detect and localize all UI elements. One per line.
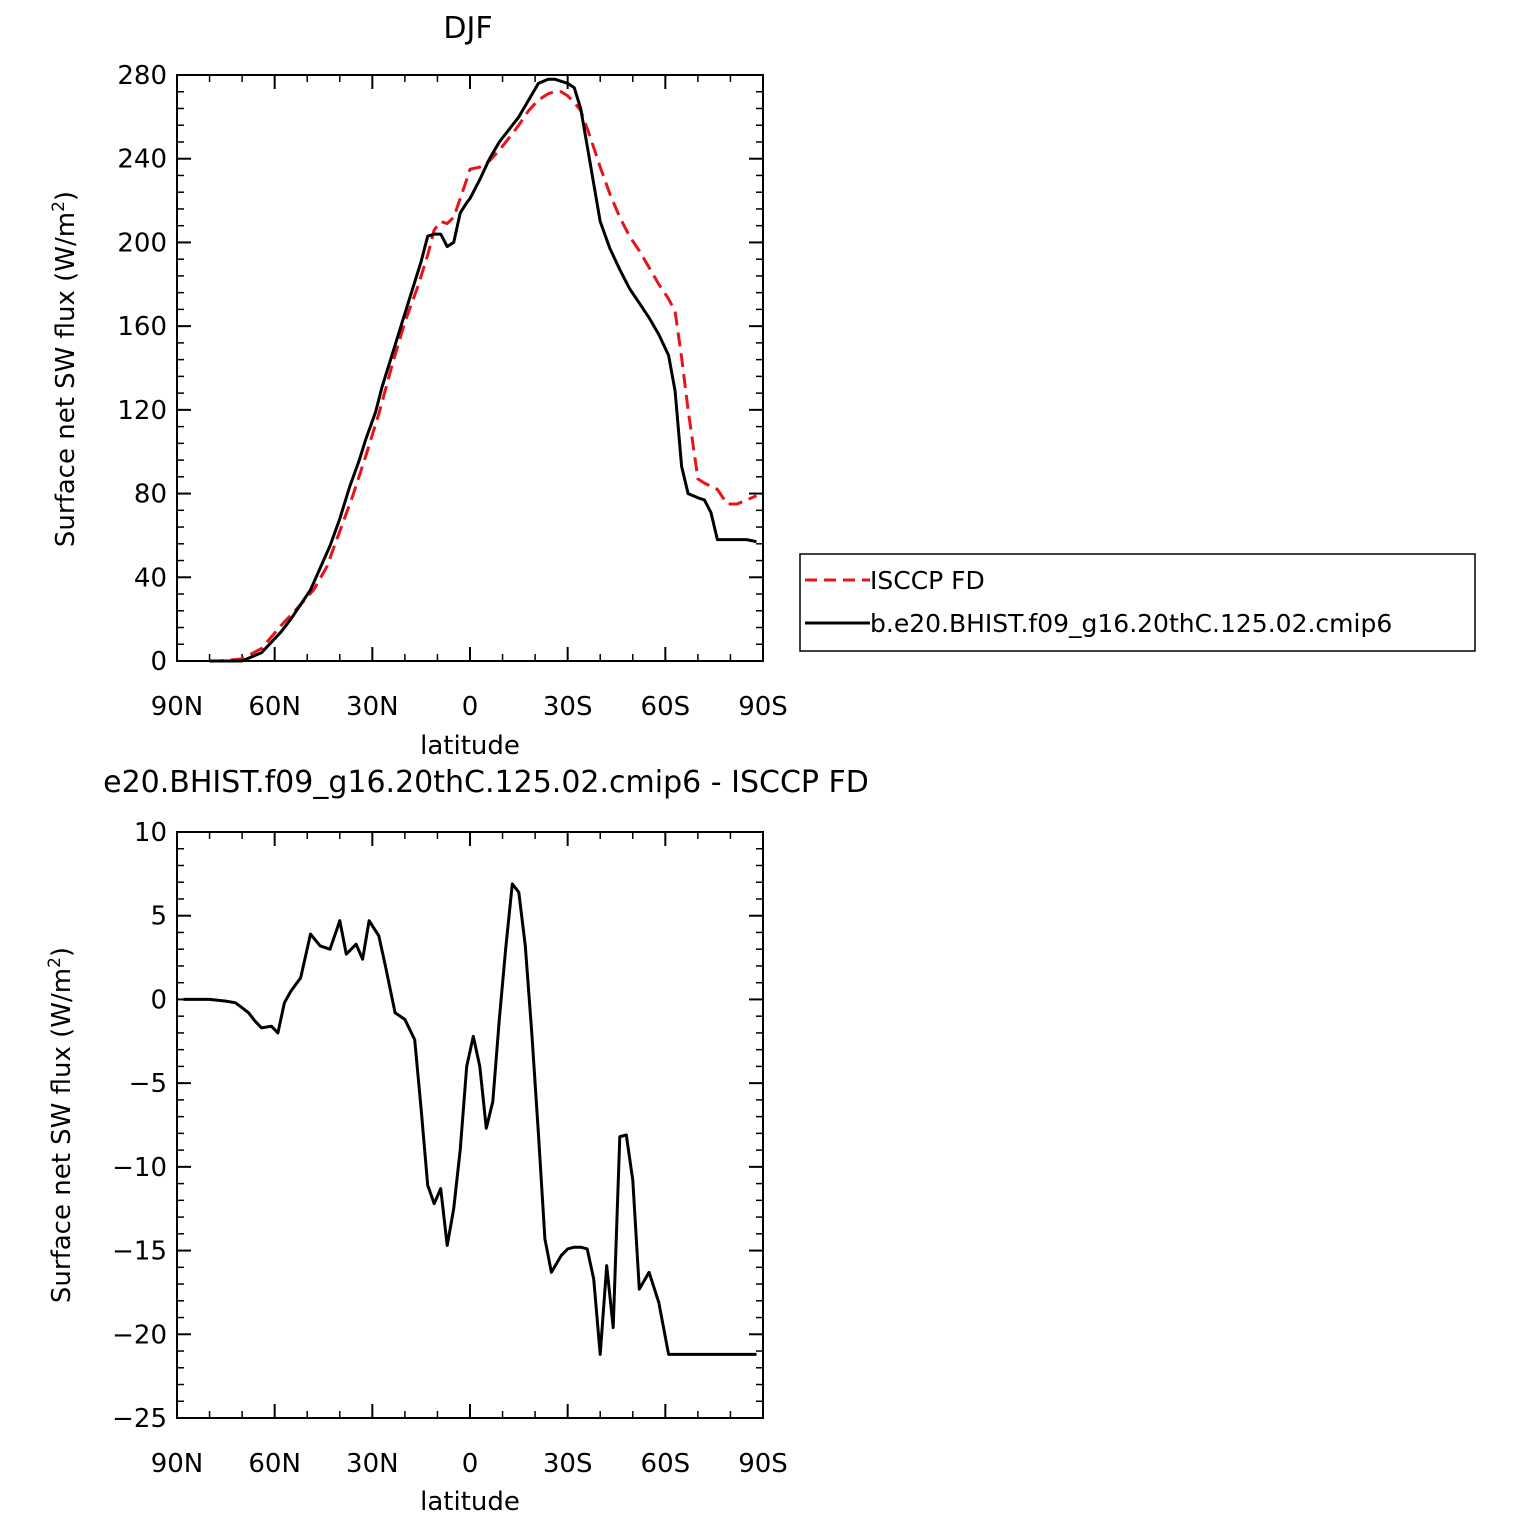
legend-label-model: b.e20.BHIST.f09_g16.20thC.125.02.cmip6 [870,609,1392,638]
legend-label-isccp: ISCCP FD [870,566,985,595]
top-series-line-1 [209,77,757,663]
top-chart-title: DJF [443,11,492,46]
top-y-tick-label: 80 [134,480,167,510]
bottom-plot-frame [176,831,764,1419]
top-x-axis-label: latitude [420,731,520,761]
top-plot-frame [176,74,764,662]
bottom-y-tick-label: 0 [150,985,167,1015]
bottom-y-tick-label: −15 [112,1237,167,1267]
bottom-x-tick-label: 60N [248,1449,301,1479]
top-y-tick-label: 0 [150,647,167,677]
top-series-line-0 [209,90,758,663]
top-y-axis-label: Surface net SW flux (W/m2) [49,191,81,547]
top-y-axis-label-tail: ) [51,191,81,201]
legend: ISCCP FD b.e20.BHIST.f09_g16.20thC.125.0… [799,553,1476,652]
top-x-tick-label: 60N [248,692,301,722]
top-panel: DJF Surface net SW flux (W/m2) latitude … [49,11,788,761]
svg-text:Surface net SW flux (W/m2): Surface net SW flux (W/m2) [49,191,81,547]
top-y-tick-label: 120 [117,396,167,426]
bottom-x-axis-label: latitude [420,1487,520,1517]
top-axis-ticks: 0 40 80 120 160 200 240 280 90N 60N 30N 0 30S 60S 90S [117,61,787,722]
bottom-axis-ticks: −25 −20 −15 −10 −5 0 5 10 90N 60N 30N 0 30S 60S 90S [112,818,788,1479]
bottom-x-tick-label: 90N [151,1449,204,1479]
top-y-tick-label: 280 [117,61,167,91]
bottom-y-axis-label-superscript: 2 [45,957,65,968]
bottom-y-tick-label: 5 [150,902,167,932]
top-x-tick-label: 0 [462,692,479,722]
top-y-tick-label: 240 [117,145,167,175]
bottom-y-axis-label-main: Surface net SW flux (W/m [47,968,77,1303]
top-y-axis-label-superscript: 2 [49,201,69,212]
top-x-tick-label: 90N [151,692,204,722]
top-x-tick-label: 30N [346,692,399,722]
bottom-x-tick-label: 30S [543,1449,593,1479]
top-x-tick-label: 30S [543,692,593,722]
bottom-y-axis-label-tail: ) [47,947,77,957]
top-y-tick-label: 40 [134,563,167,593]
bottom-y-tick-label: −25 [112,1404,167,1434]
bottom-y-axis-label: Surface net SW flux (W/m2) [45,947,77,1303]
top-series-group [209,77,758,663]
bottom-chart-title: e20.BHIST.f09_g16.20thC.125.02.cmip6 - I… [103,765,869,800]
bottom-x-tick-label: 90S [738,1449,788,1479]
bottom-x-tick-label: 0 [462,1449,479,1479]
bottom-y-tick-label: −20 [112,1320,167,1350]
legend-frame [799,553,1476,652]
bottom-x-tick-label: 60S [641,1449,691,1479]
bottom-y-tick-label: 10 [134,818,167,848]
svg-text:Surface net SW flux (W/m2): Surface net SW flux (W/m2) [45,947,77,1303]
bottom-series-line-0 [183,882,757,1356]
bottom-x-tick-label: 30N [346,1449,399,1479]
bottom-series-group [183,882,757,1356]
top-x-tick-label: 60S [641,692,691,722]
bottom-panel: e20.BHIST.f09_g16.20thC.125.02.cmip6 - I… [45,765,869,1517]
bottom-y-tick-label: −5 [129,1069,167,1099]
top-x-tick-label: 90S [738,692,788,722]
top-y-tick-label: 160 [117,312,167,342]
top-y-axis-label-main: Surface net SW flux (W/m [51,212,81,547]
top-y-tick-label: 200 [117,228,167,258]
bottom-y-tick-label: −10 [112,1153,167,1183]
